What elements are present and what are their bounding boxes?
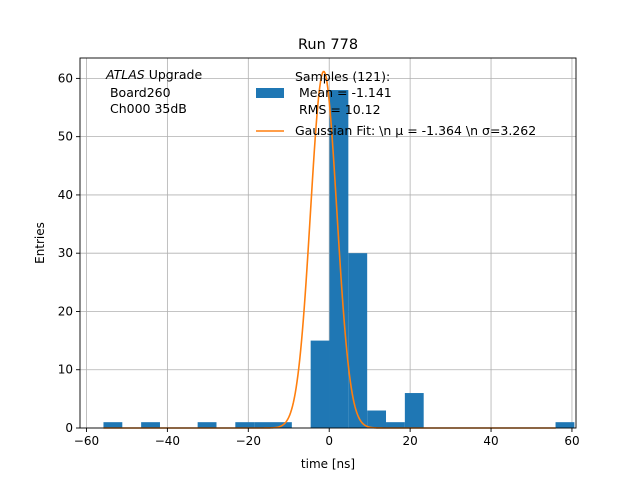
legend-mean-label: Mean = -1.141 bbox=[295, 85, 392, 100]
histogram-bar bbox=[197, 422, 217, 428]
y-tick-label: 10 bbox=[58, 363, 73, 377]
histogram-bar bbox=[404, 393, 424, 428]
x-axis-label: time [ns] bbox=[301, 457, 355, 471]
y-axis-ticks: 0 10 20 30 40 50 60 bbox=[58, 71, 80, 435]
x-axis-ticks: −60 −40 −20 0 20 40 60 bbox=[74, 428, 580, 448]
legend-bar-swatch bbox=[256, 88, 284, 98]
grid-lines bbox=[80, 58, 576, 429]
histogram-bar bbox=[235, 422, 255, 428]
histogram-bar bbox=[367, 410, 387, 428]
upgrade-label: Upgrade bbox=[145, 67, 203, 82]
atlas-label: ATLAS bbox=[105, 67, 145, 82]
svg-text:ATLAS Upgrade: ATLAS Upgrade bbox=[105, 67, 202, 82]
y-axis-label: Entries bbox=[33, 222, 47, 264]
plot-frame bbox=[79, 57, 577, 429]
legend: Samples (121): Mean = -1.141 RMS = 10.12… bbox=[256, 69, 536, 138]
x-tick-label: −20 bbox=[236, 434, 261, 448]
y-tick-label: 60 bbox=[58, 71, 73, 85]
y-tick-label: 20 bbox=[58, 304, 73, 318]
chart-title: Run 778 bbox=[298, 37, 358, 53]
x-tick-label: 20 bbox=[402, 434, 417, 448]
legend-fit-label: Gaussian Fit: \n μ = -1.364 \n σ=3.262 bbox=[295, 123, 536, 138]
x-tick-label: 0 bbox=[325, 434, 333, 448]
legend-rms-label: RMS = 10.12 bbox=[295, 102, 381, 117]
y-tick-label: 30 bbox=[58, 246, 73, 260]
histogram-bars bbox=[103, 90, 575, 428]
histogram-bar bbox=[254, 422, 273, 428]
x-tick-label: 60 bbox=[564, 434, 579, 448]
channel-label: Ch000 35dB bbox=[106, 101, 187, 116]
y-tick-label: 50 bbox=[58, 130, 73, 144]
histogram-bar bbox=[555, 422, 575, 428]
x-tick-label: 40 bbox=[483, 434, 498, 448]
atlas-annotation: ATLAS Upgrade Board260 Ch000 35dB bbox=[105, 67, 202, 116]
x-tick-label: −40 bbox=[155, 434, 180, 448]
y-tick-label: 40 bbox=[58, 188, 73, 202]
histogram-bar bbox=[103, 422, 123, 428]
board-label: Board260 bbox=[106, 85, 171, 100]
histogram-bar bbox=[386, 422, 405, 428]
histogram-bar bbox=[310, 340, 330, 428]
legend-samples-label: Samples (121): bbox=[295, 69, 390, 84]
histogram-bar bbox=[141, 422, 160, 428]
histogram-bar bbox=[348, 253, 368, 428]
y-tick-label: 0 bbox=[65, 421, 73, 435]
x-tick-label: −60 bbox=[74, 434, 99, 448]
